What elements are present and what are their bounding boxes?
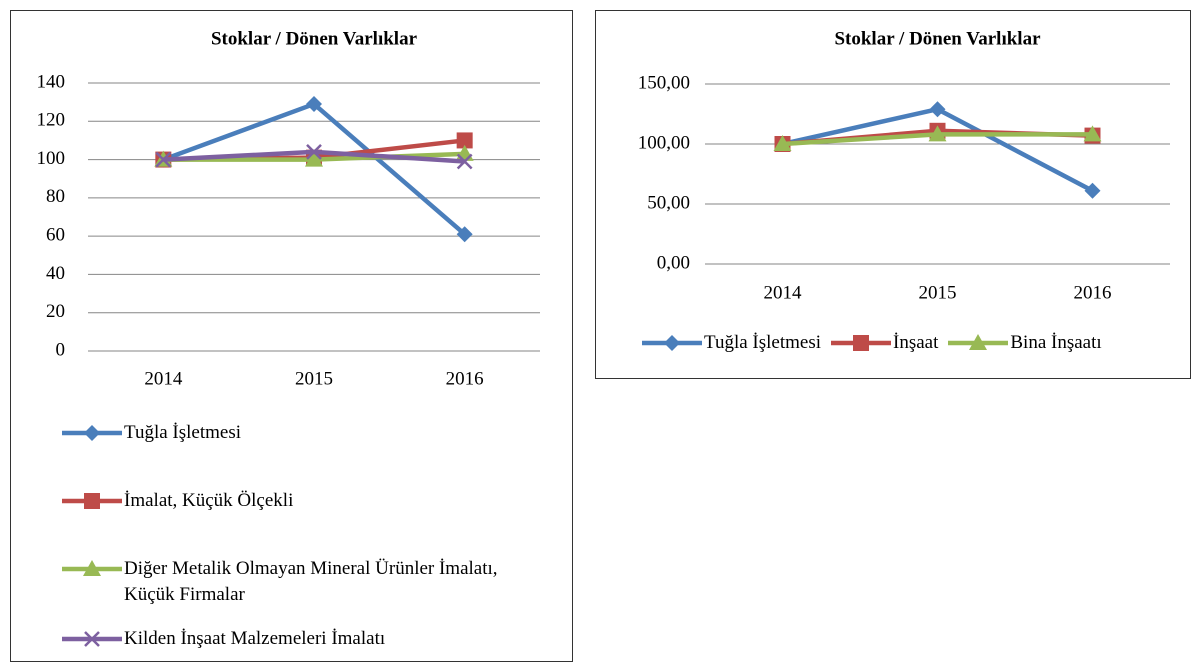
y-tick-label: 140 [37, 71, 66, 92]
legend-item: Diğer Metalik Olmayan Mineral Ürünler İm… [60, 556, 530, 608]
x-tick-label: 2015 [919, 282, 957, 303]
legend: Tuğla İşletmesi İmalat, Küçük Ölçekli Diğe… [60, 420, 530, 652]
legend-swatch [948, 334, 1009, 350]
legend-item: İnşaat [829, 330, 938, 356]
legend-item: İmalat, Küçük Ölçekli [60, 488, 530, 514]
marker [1084, 182, 1101, 199]
chart-title: Stoklar / Dönen Varlıklar [211, 28, 418, 49]
x-tick-label: 2016 [446, 368, 484, 389]
marker [306, 96, 322, 113]
legend-swatch [831, 335, 891, 351]
legend-marker [84, 493, 100, 509]
legend-item: Tuğla İşletmesi [640, 330, 821, 356]
legend-label: Kilden İnşaat Malzemeleri İmalatı [124, 628, 386, 649]
legend-swatch [62, 493, 122, 509]
y-tick-label: 60 [46, 225, 65, 246]
legend-swatch [62, 631, 122, 647]
legend-marker [83, 560, 101, 576]
y-tick-label: 120 [37, 110, 66, 131]
marker [155, 151, 172, 168]
x-tick-label: 2014 [144, 368, 183, 389]
legend-item: Kilden İnşaat Malzemeleri İmalatı [60, 626, 530, 652]
legend: Tuğla İşletmesi İnşaat Bina İnşaatı [640, 330, 1102, 356]
y-tick-label: 0 [56, 339, 66, 360]
legend-label: Tuğla İşletmesi [704, 332, 821, 353]
y-tick-label: 20 [46, 301, 65, 322]
marker [305, 150, 323, 167]
x-tick-label: 2014 [764, 282, 803, 303]
y-tick-label: 40 [46, 263, 65, 284]
legend-label: İmalat, Küçük Ölçekli [124, 490, 294, 511]
legend-swatch [642, 335, 702, 351]
legend-marker [664, 335, 680, 351]
legend-label: İnşaat [893, 332, 939, 353]
marker [1083, 125, 1102, 142]
legend-label: Diğer Metalik Olmayan Mineral Ürünler İm… [124, 558, 498, 605]
marker [456, 132, 473, 149]
marker [929, 101, 946, 118]
y-tick-label: 50,00 [647, 192, 690, 213]
marker [306, 144, 322, 160]
legend-marker [84, 631, 100, 647]
legend-label: Bina İnşaatı [1010, 332, 1102, 353]
x-tick-label: 2016 [1074, 282, 1112, 303]
y-tick-label: 80 [46, 186, 65, 207]
legend-item: Bina İnşaatı [946, 330, 1102, 356]
legend-label: Tuğla İşletmesi [124, 422, 241, 443]
y-tick-label: 100 [37, 148, 66, 169]
y-tick-label: 0,00 [657, 252, 690, 273]
chart-title: Stoklar / Dönen Varlıklar [834, 28, 1041, 49]
legend-item: Tuğla İşletmesi [60, 420, 530, 446]
marker [773, 135, 792, 151]
chart-frame [10, 10, 573, 662]
y-tick-label: 100,00 [638, 132, 690, 153]
marker [928, 125, 947, 142]
legend-swatch [62, 425, 122, 441]
legend-marker [853, 335, 869, 351]
legend-swatch [62, 560, 122, 576]
marker [456, 153, 473, 170]
marker [456, 226, 473, 243]
legend-marker [84, 425, 100, 441]
x-tick-label: 2015 [295, 368, 333, 389]
y-tick-label: 150,00 [638, 72, 690, 93]
legend-marker [969, 334, 988, 350]
